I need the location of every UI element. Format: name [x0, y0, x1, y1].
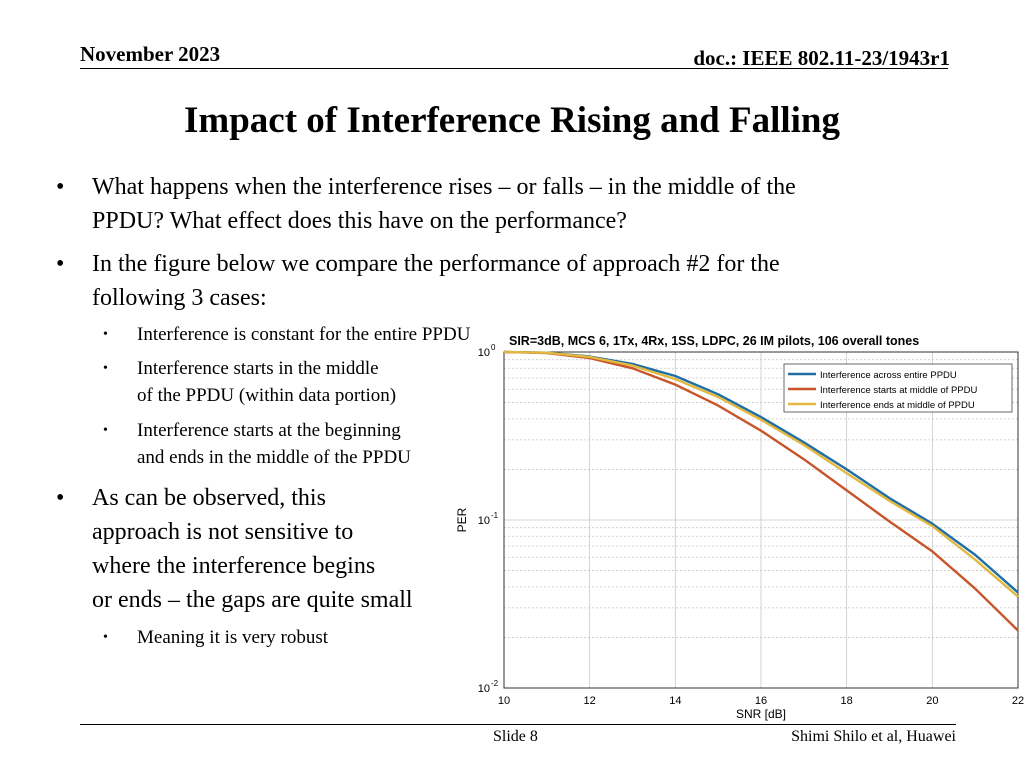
bullet-marker: •	[56, 485, 65, 511]
x-tick-label: 12	[584, 695, 596, 707]
y-tick-label: 10	[478, 515, 490, 527]
legend-box	[783, 363, 1013, 413]
bullet-marker: •	[56, 251, 65, 277]
bullet-marker: •	[103, 327, 108, 342]
bullet-marker: •	[56, 174, 65, 200]
bullet-2-line-1: In the figure below we compare the perfo…	[92, 251, 780, 277]
x-tick-label: 22	[1012, 695, 1024, 707]
header-divider	[80, 68, 948, 69]
sub-bullet-1-text: Interference is constant for the entire …	[137, 324, 471, 345]
sub-bullet-3-line-1: Interference starts at the beginning	[137, 420, 401, 441]
bullet-3-line-4: or ends – the gaps are quite small	[92, 587, 413, 613]
bullet-2: • In the figure below we compare the per…	[56, 247, 780, 315]
x-tick-label: 18	[841, 695, 853, 707]
y-tick-label: 10	[478, 683, 490, 695]
bullet-1: • What happens when the interference ris…	[56, 170, 796, 238]
bullet-marker: •	[103, 630, 108, 645]
x-tick-label: 16	[755, 695, 767, 707]
slide-title: Impact of Interference Rising and Fallin…	[183, 100, 841, 141]
per-chart: SIR=3dB, MCS 6, 1Tx, 4Rx, 1SS, LDPC, 26 …	[455, 334, 1024, 721]
sub-bullet-2: • Interference starts in the middle of t…	[103, 355, 397, 409]
bullet-3-line-2: approach is not sensitive to	[92, 519, 354, 545]
slide-number: Slide 8	[493, 728, 538, 745]
y-tick-exponent: -1	[491, 511, 499, 520]
legend-label-1: Interference across entire PPDU	[820, 370, 957, 381]
legend-label-2: Interference starts at middle of PPDU	[820, 385, 977, 396]
x-tick-label: 20	[926, 695, 938, 707]
sub-bullet-2-line-1: Interference starts in the middle	[137, 358, 379, 379]
series-line-3	[503, 350, 1019, 598]
x-tick-label: 14	[669, 695, 681, 707]
chart-title: SIR=3dB, MCS 6, 1Tx, 4Rx, 1SS, LDPC, 26 …	[509, 334, 919, 348]
sub-bullet-1: • Interference is constant for the entir…	[103, 321, 471, 348]
y-tick-label: 10	[478, 347, 490, 359]
bullet-3-line-1: As can be observed, this	[92, 485, 326, 511]
sub-bullet-4-text: Meaning it is very robust	[137, 627, 329, 648]
x-axis-label: SNR [dB]	[736, 707, 786, 721]
footer-divider	[80, 724, 956, 725]
bullet-1-line-1: What happens when the interference rises…	[92, 174, 796, 200]
header-date: November 2023	[80, 42, 221, 66]
y-axis-label: PER	[455, 507, 469, 532]
sub-bullet-4: • Meaning it is very robust	[103, 624, 329, 651]
plot-frame	[503, 351, 1019, 689]
footer-author: Shimi Shilo et al, Huawei	[791, 728, 956, 745]
y-tick-exponent: -2	[491, 679, 499, 688]
y-tick-exponent: 0	[491, 343, 496, 352]
sub-bullet-3-line-2: and ends in the middle of the PPDU	[137, 447, 411, 468]
bullet-2-line-2: following 3 cases:	[92, 285, 267, 311]
bullet-1-line-2: PPDU? What effect does this have on the …	[92, 208, 627, 234]
bullet-marker: •	[103, 423, 108, 438]
legend-label-3: Interference ends at middle of PPDU	[820, 400, 975, 411]
sub-bullet-2-line-2: of the PPDU (within data portion)	[137, 385, 397, 406]
bullet-3-line-3: where the interference begins	[92, 553, 376, 579]
header-doc-id: doc.: IEEE 802.11-23/1943r1	[693, 46, 950, 70]
bullet-marker: •	[103, 361, 108, 376]
sub-bullet-3: • Interference starts at the beginning a…	[103, 417, 411, 471]
x-tick-label: 10	[498, 695, 510, 707]
bullet-3: • As can be observed, this approach is n…	[56, 481, 413, 617]
